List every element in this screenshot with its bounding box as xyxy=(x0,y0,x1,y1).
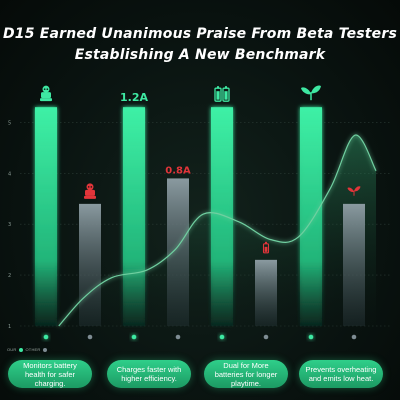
feature-pill-dual-battery: Dual for More batteries for longer playt… xyxy=(204,360,288,388)
bar-ours xyxy=(35,107,57,326)
feature-pill-fast-charge: Charges faster with higher efficiency. xyxy=(107,360,191,388)
x-dot-other xyxy=(87,334,93,340)
chart-title-line-2: Establishing A New Benchmark xyxy=(74,47,326,63)
bar-ours xyxy=(300,107,322,326)
x-dot-ours xyxy=(308,334,314,340)
legend-ours-swatch xyxy=(18,347,23,352)
legend-other-label: OTHER xyxy=(25,347,41,352)
feature-pill-battery-health: Monitors battery health for safer chargi… xyxy=(8,360,92,388)
battery-icon xyxy=(262,241,270,254)
chart-title-line-1: D15 Earned Unanimous Praise From Beta Te… xyxy=(2,26,398,42)
legend-other-swatch xyxy=(42,347,47,352)
x-dot-ours xyxy=(219,334,225,340)
x-dot-other xyxy=(175,334,181,340)
data-label-ours: 1.2A xyxy=(120,91,148,104)
data-label-other: 0.8A xyxy=(165,165,191,176)
robot-icon xyxy=(84,183,96,199)
y-tick-label: 1 xyxy=(8,324,11,330)
bar-ours xyxy=(123,107,145,326)
x-dot-other xyxy=(263,334,269,340)
trend-line xyxy=(58,134,377,327)
y-tick-label: 5 xyxy=(8,120,11,126)
y-tick-label: 4 xyxy=(8,171,11,177)
x-dot-ours xyxy=(43,334,49,340)
bar-other xyxy=(255,259,277,326)
feature-pill-low-heat: Prevents overheating and emits low heat. xyxy=(299,360,383,388)
y-tick-label: 3 xyxy=(8,222,11,228)
bar-other xyxy=(167,178,189,326)
robot-icon xyxy=(40,85,52,102)
bar-other xyxy=(343,203,365,326)
legend-ours-label: OUR xyxy=(7,347,17,352)
x-dot-other xyxy=(351,334,357,340)
y-tick-label: 2 xyxy=(8,273,11,279)
legend: OUR OTHER xyxy=(7,347,50,352)
bar-other xyxy=(79,203,101,326)
leaf-icon xyxy=(301,85,321,101)
leaf-icon xyxy=(347,186,361,196)
battery-pair-icon xyxy=(214,86,230,102)
x-dot-ours xyxy=(131,334,137,340)
bar-ours xyxy=(211,107,233,326)
